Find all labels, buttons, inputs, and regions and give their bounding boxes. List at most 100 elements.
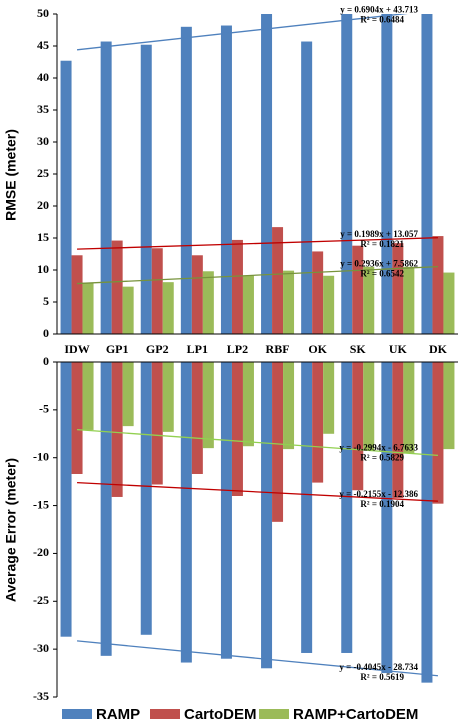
legend-label: RAMP [96,706,140,723]
trend-equation: y = 0.2936x + 7.5862 [340,259,418,269]
bar [443,272,455,334]
y-axis-title: RMSE (meter) [3,129,19,221]
trendline [77,237,438,250]
y-tick-label: 0 [43,326,49,340]
bar [191,255,203,334]
trend-r2: R² = 0.1904 [360,499,404,509]
y-tick-label: 0 [43,354,49,368]
x-tick-label: GP2 [146,342,169,356]
trend-equation: y = 0.1989x + 13.057 [340,229,418,239]
bar [403,362,415,453]
trend-equation: y = -0.2994x - 6.7633 [339,443,418,453]
x-tick-label: IDW [64,342,89,356]
trend-r2: R² = 0.6542 [360,269,404,279]
bar [421,14,433,334]
x-tick-label: SK [350,342,367,356]
bar [403,266,415,334]
bar [220,362,232,659]
bar [312,251,324,334]
bar [363,266,375,334]
bar [220,25,232,334]
trend-equation: y = -0.2155x - 12.386 [339,489,418,499]
bar [381,362,393,674]
legend-label: CartoDEM [184,706,257,723]
bar [242,362,254,447]
bar [392,362,404,498]
y-tick-label: 35 [37,102,49,116]
x-tick-label: DK [429,342,448,356]
trendline [77,428,438,457]
y-tick-label: 25 [37,166,49,180]
y-tick-label: 5 [43,294,49,308]
y-tick-label: -5 [39,402,49,416]
y-tick-label: 45 [37,38,49,52]
bar [82,362,94,430]
bar [111,362,123,497]
bar [312,362,324,483]
bar [71,362,83,474]
trendline [76,14,409,51]
bar [71,255,83,334]
trend-r2: R² = 0.1821 [360,239,404,249]
bar [283,270,295,334]
x-tick-label: LP2 [227,342,248,356]
trend-equation: y = -0.4045x - 28.734 [339,662,418,672]
bar [60,362,72,637]
legend-label: RAMP+CartoDEM [293,706,418,723]
x-tick-label: LP1 [187,342,208,356]
y-tick-label: 15 [37,230,49,244]
bar [443,362,455,450]
bar [140,44,152,334]
y-tick-label: -30 [33,641,49,655]
trend-equation: y = 0.6904x + 43.713 [340,5,418,15]
bar [283,362,295,450]
x-tick-label: UK [389,342,408,356]
bar [432,236,444,334]
y-axis-title: Average Error (meter) [3,458,19,602]
bar [180,26,192,334]
bar [323,275,335,334]
trendline [77,481,438,502]
bar [231,239,243,334]
y-tick-label: -15 [33,497,49,511]
bar [242,275,254,334]
x-tick-label: RBF [266,342,290,356]
x-tick-label: OK [308,342,327,356]
trend-r2: R² = 0.6484 [360,15,404,25]
bar [60,60,72,334]
y-tick-label: 40 [37,70,49,84]
y-tick-label: -20 [33,545,49,559]
bar [151,248,163,334]
bar [162,282,174,334]
y-tick-label: 50 [37,6,49,20]
bar [341,362,353,653]
bar [363,362,375,451]
bar [151,362,163,485]
bar [202,271,214,334]
bar [352,245,364,334]
bar [301,362,313,653]
y-tick-label: 20 [37,198,49,212]
x-tick-label: GP1 [106,342,129,356]
bar [272,362,284,522]
bar [140,362,152,635]
bar [122,286,134,334]
legend-swatch [259,709,289,719]
y-tick-label: -35 [33,689,49,703]
bar [323,362,335,434]
plot-area [60,14,455,334]
bar [301,41,313,334]
bar [352,362,364,491]
bar [261,362,273,669]
bar [392,243,404,334]
bar [432,362,444,504]
bar [272,227,284,334]
bar [341,14,353,334]
bar [231,362,243,496]
bar [111,240,123,334]
y-tick-label: 10 [37,262,49,276]
legend-swatch [150,709,180,719]
bar [381,14,393,334]
bar [100,362,112,656]
